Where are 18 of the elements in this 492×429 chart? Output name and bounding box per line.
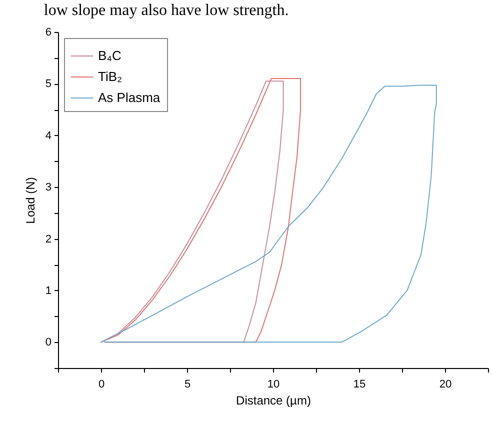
text: low slope may also have low strength. <box>44 2 289 19</box>
y-tick-label: 1 <box>45 284 52 297</box>
x-tick-label: 10 <box>267 378 280 390</box>
x-axis-title: Distance (µm) <box>236 394 311 408</box>
x-tick-label: 0 <box>98 378 105 390</box>
y-tick-label: 5 <box>45 78 52 90</box>
y-tick-label: 6 <box>45 26 52 38</box>
y-tick-label: 4 <box>45 130 52 142</box>
y-tick-label: 3 <box>45 182 52 194</box>
y-tick-label: 2 <box>45 233 52 246</box>
legend-label: TiB₂ <box>98 69 122 84</box>
legend-label: As Plasma <box>98 90 161 105</box>
x-tick-label: 15 <box>353 378 366 390</box>
y-tick-label: 0 <box>45 336 52 349</box>
x-tick-label: 5 <box>184 378 191 390</box>
y-axis-title: Load (N) <box>23 177 38 224</box>
x-tick-label: 20 <box>439 378 452 390</box>
legend-label: B₄C <box>98 48 122 63</box>
